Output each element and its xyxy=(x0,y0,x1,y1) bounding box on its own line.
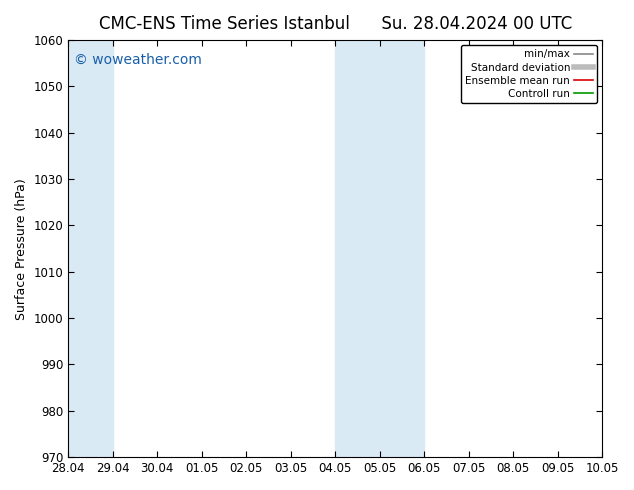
Y-axis label: Surface Pressure (hPa): Surface Pressure (hPa) xyxy=(15,178,28,319)
Bar xyxy=(68,40,113,457)
Bar xyxy=(335,40,424,457)
Text: © woweather.com: © woweather.com xyxy=(74,52,202,67)
Title: CMC-ENS Time Series Istanbul      Su. 28.04.2024 00 UTC: CMC-ENS Time Series Istanbul Su. 28.04.2… xyxy=(99,15,572,33)
Legend: min/max, Standard deviation, Ensemble mean run, Controll run: min/max, Standard deviation, Ensemble me… xyxy=(461,45,597,103)
